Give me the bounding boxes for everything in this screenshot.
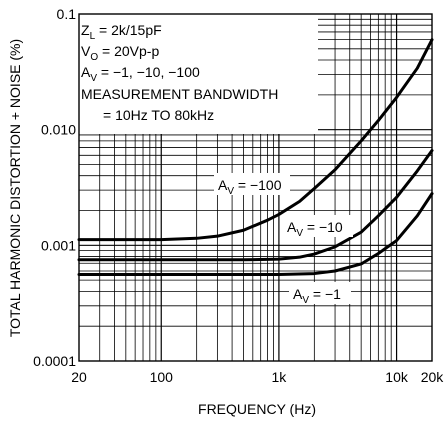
condition-vo: VO = 20Vp-p <box>81 43 159 63</box>
plot-border <box>78 13 433 362</box>
y-tick-label: 0.001 <box>41 237 76 253</box>
x-tick-label: 20 <box>71 369 87 385</box>
x-tick-label: 20k <box>421 369 445 385</box>
series-label-layer: AV = −100 AV = −10 AV = −1 <box>214 173 353 306</box>
y-tick-label: 0.1 <box>57 6 77 22</box>
series-label-bg-av100 <box>214 173 290 195</box>
conditions-box-background <box>77 12 318 134</box>
series-label-bg-av1 <box>289 282 351 304</box>
plot-frame <box>78 13 433 362</box>
x-tick-label: 100 <box>150 369 174 385</box>
condition-bandwidth-line1: MEASUREMENT BANDWIDTH <box>81 86 278 102</box>
tick-labels: 20 100 1k 10k 20k 0.0001 0.001 0.010 0.1 <box>33 6 444 385</box>
x-tick-label: 10k <box>385 369 409 385</box>
series-label-av10: AV = −10 <box>287 219 343 239</box>
series-label-av100: AV = −100 <box>218 177 282 197</box>
series-line-2 <box>77 192 434 276</box>
series-label-av1: AV = −1 <box>293 286 341 306</box>
x-axis-title: FREQUENCY (Hz) <box>198 401 316 417</box>
series-line-1 <box>77 149 434 262</box>
y-tick-label: 0.010 <box>41 122 76 138</box>
condition-av: AV = −1, −10, −100 <box>81 64 200 84</box>
y-axis-title: TOTAL HARMONIC DISTORTION + NOISE (%) <box>7 39 23 337</box>
conditions-box: ZL = 2k/15pF VO = 20Vp-p AV = −1, −10, −… <box>77 12 318 134</box>
condition-zl: ZL = 2k/15pF <box>81 22 162 42</box>
x-tick-label: 1k <box>272 369 288 385</box>
series-line-0 <box>77 38 434 242</box>
series-layer <box>77 38 434 276</box>
y-tick-label: 0.0001 <box>33 353 76 369</box>
series-label-bg-av10 <box>283 215 353 237</box>
condition-bandwidth-line2: = 10Hz TO 80kHz <box>103 107 214 123</box>
